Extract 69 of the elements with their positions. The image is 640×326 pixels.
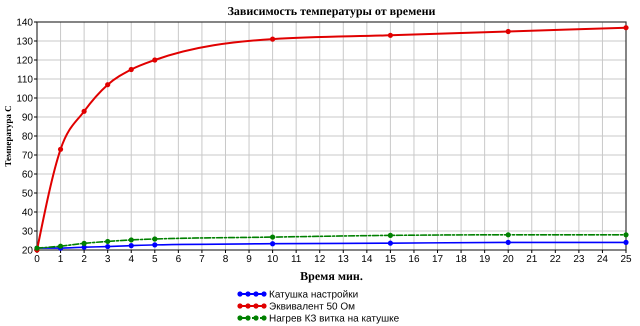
y-tick-label: 20 xyxy=(22,246,34,256)
x-tick-label: 17 xyxy=(432,254,444,265)
point xyxy=(128,243,134,248)
point xyxy=(105,238,110,244)
legend-label: Нагрев КЗ витка на катушке xyxy=(269,314,400,324)
point xyxy=(105,82,110,88)
y-tick-label: 140 xyxy=(16,18,34,28)
x-tick-label: 19 xyxy=(479,254,491,265)
point xyxy=(506,28,511,34)
x-tick-label: 14 xyxy=(361,254,373,265)
point xyxy=(623,232,629,238)
point xyxy=(152,57,158,63)
x-tick-label: 0 xyxy=(34,254,40,265)
point xyxy=(623,25,629,30)
y-tick-label: 50 xyxy=(22,188,34,200)
x-tick-label: 23 xyxy=(573,254,585,265)
point xyxy=(152,242,158,248)
legend-label: Катушка настройки xyxy=(269,290,358,300)
point xyxy=(270,234,276,240)
point xyxy=(506,232,511,238)
x-tick-label: 11 xyxy=(290,254,302,265)
x-tick-label: 20 xyxy=(502,254,514,265)
x-tick-label: 1 xyxy=(58,254,64,265)
x-axis-title: Время мин. xyxy=(300,269,363,283)
point xyxy=(270,36,276,42)
y-tick-label: 100 xyxy=(16,94,34,104)
y-tick-label: 30 xyxy=(22,226,34,238)
y-tick-label: 40 xyxy=(22,208,34,218)
point xyxy=(105,244,110,250)
x-tick-label: 13 xyxy=(338,254,350,265)
x-tick-label: 16 xyxy=(408,254,420,265)
x-tick-label: 8 xyxy=(222,254,229,265)
x-tick-label: 7 xyxy=(199,254,206,265)
x-tick-label: 24 xyxy=(596,254,608,265)
x-tick-label: 2 xyxy=(81,254,88,265)
x-tick-label: 6 xyxy=(176,254,182,265)
point xyxy=(388,240,393,246)
chart-title: Зависимость температуры от времени xyxy=(228,4,436,18)
point xyxy=(152,236,158,242)
y-tick-label: 90 xyxy=(22,112,34,124)
y-tick-label: 70 xyxy=(22,150,34,162)
point xyxy=(270,241,276,246)
y-tick-label: 110 xyxy=(17,74,34,86)
y-tick-label: 130 xyxy=(16,36,34,48)
x-tick-label: 22 xyxy=(550,254,562,265)
point xyxy=(388,232,393,238)
point xyxy=(82,240,87,246)
legend-label: Эквивалент 50 Ом xyxy=(269,302,356,312)
x-tick-label: 9 xyxy=(246,254,252,265)
point xyxy=(623,240,629,245)
x-tick-label: 3 xyxy=(104,254,111,265)
x-tick-label: 25 xyxy=(620,254,632,265)
x-tick-label: 10 xyxy=(267,254,279,265)
y-tick-label: 60 xyxy=(22,170,34,180)
y-axis-title: Температура C xyxy=(3,105,13,167)
point xyxy=(128,66,134,72)
point xyxy=(82,108,87,114)
x-tick-label: 5 xyxy=(152,254,158,265)
y-tick-label: 80 xyxy=(22,132,34,142)
x-tick-label: 18 xyxy=(456,254,468,265)
point xyxy=(58,146,64,152)
point xyxy=(388,32,393,38)
x-tick-label: 21 xyxy=(526,254,538,265)
x-tick-label: 15 xyxy=(384,254,396,265)
point xyxy=(506,240,511,245)
x-tick-label: 4 xyxy=(128,254,134,265)
y-tick-label: 120 xyxy=(16,56,34,66)
point xyxy=(128,237,134,243)
x-tick-label: 12 xyxy=(314,254,326,265)
